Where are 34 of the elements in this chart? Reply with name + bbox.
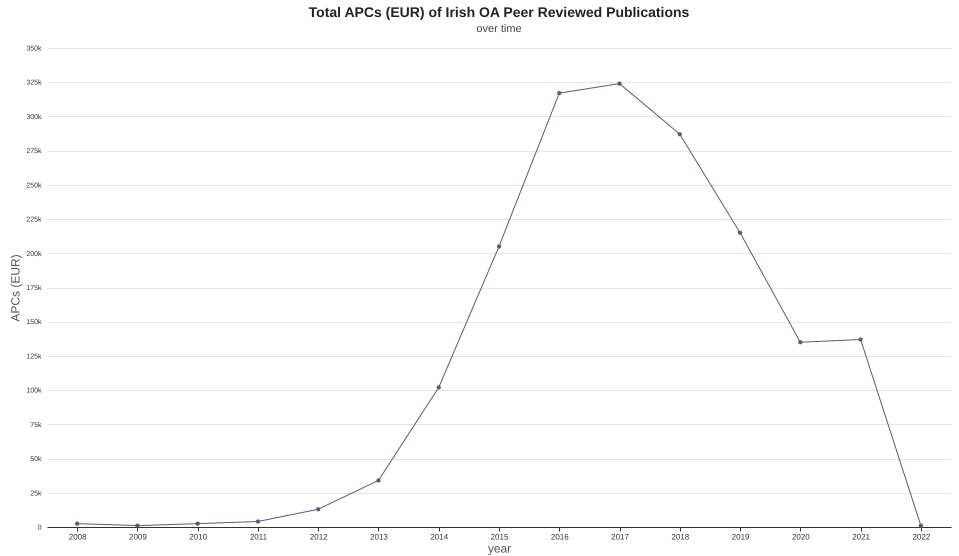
x-tick-label: 2015	[490, 532, 509, 542]
point	[256, 519, 260, 524]
chart-title: Total APCs (EUR) of Irish OA Peer Reviewed Publications	[308, 4, 690, 20]
point	[858, 337, 863, 342]
point	[75, 521, 80, 526]
point	[918, 524, 923, 528]
point	[376, 478, 381, 483]
x-axis-title: year	[488, 542, 512, 556]
x-tick-label: 2020	[792, 532, 810, 542]
x-tick-label: 2014	[430, 532, 449, 542]
x-tick-label: 2010	[189, 532, 208, 542]
point	[557, 91, 562, 96]
x-tick-label: 2013	[370, 532, 388, 542]
x-tick-label: 2021	[852, 532, 871, 542]
y-axis-title: APCs (EUR)	[8, 254, 22, 322]
x-tick-label: 2008	[68, 532, 88, 542]
point	[316, 507, 320, 512]
x-tick-label: 2022	[912, 532, 931, 542]
x-tick-label: 2011	[250, 532, 268, 542]
x-tick-label: 2019	[732, 532, 750, 542]
chart-subtitle: over time	[476, 23, 522, 35]
x-tick-label: 2018	[671, 532, 690, 542]
point	[617, 81, 622, 86]
point	[678, 132, 682, 136]
point	[436, 385, 441, 390]
x-tick-label: 2009	[129, 532, 148, 542]
point	[496, 244, 502, 249]
point	[798, 340, 802, 344]
x-tick-label: 2016	[550, 532, 570, 542]
point	[196, 521, 200, 526]
point	[135, 524, 140, 528]
point	[738, 230, 742, 235]
x-tick-label: 2017	[611, 532, 630, 542]
x-tick-label: 2012	[310, 532, 328, 542]
